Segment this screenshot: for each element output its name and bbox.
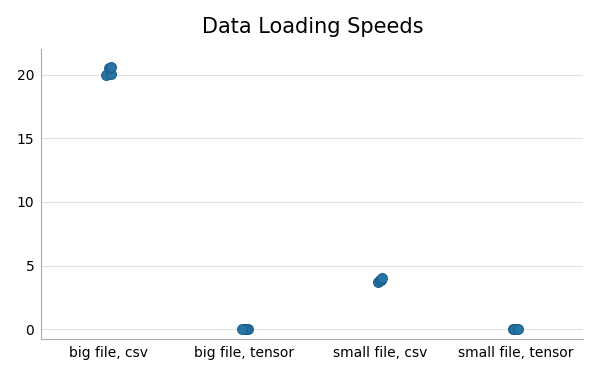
Point [514, 326, 523, 332]
Point [240, 326, 250, 332]
Point [240, 326, 250, 332]
Point [508, 326, 517, 332]
Point [375, 277, 385, 283]
Point [237, 326, 247, 332]
Point [374, 279, 383, 285]
Point [376, 277, 386, 283]
Point [106, 64, 115, 70]
Point [104, 65, 113, 71]
Point [106, 70, 116, 77]
Point [243, 326, 253, 332]
Point [509, 326, 519, 332]
Point [377, 275, 387, 281]
Point [101, 72, 111, 78]
Title: Data Loading Speeds: Data Loading Speeds [202, 17, 423, 37]
Point [510, 326, 520, 332]
